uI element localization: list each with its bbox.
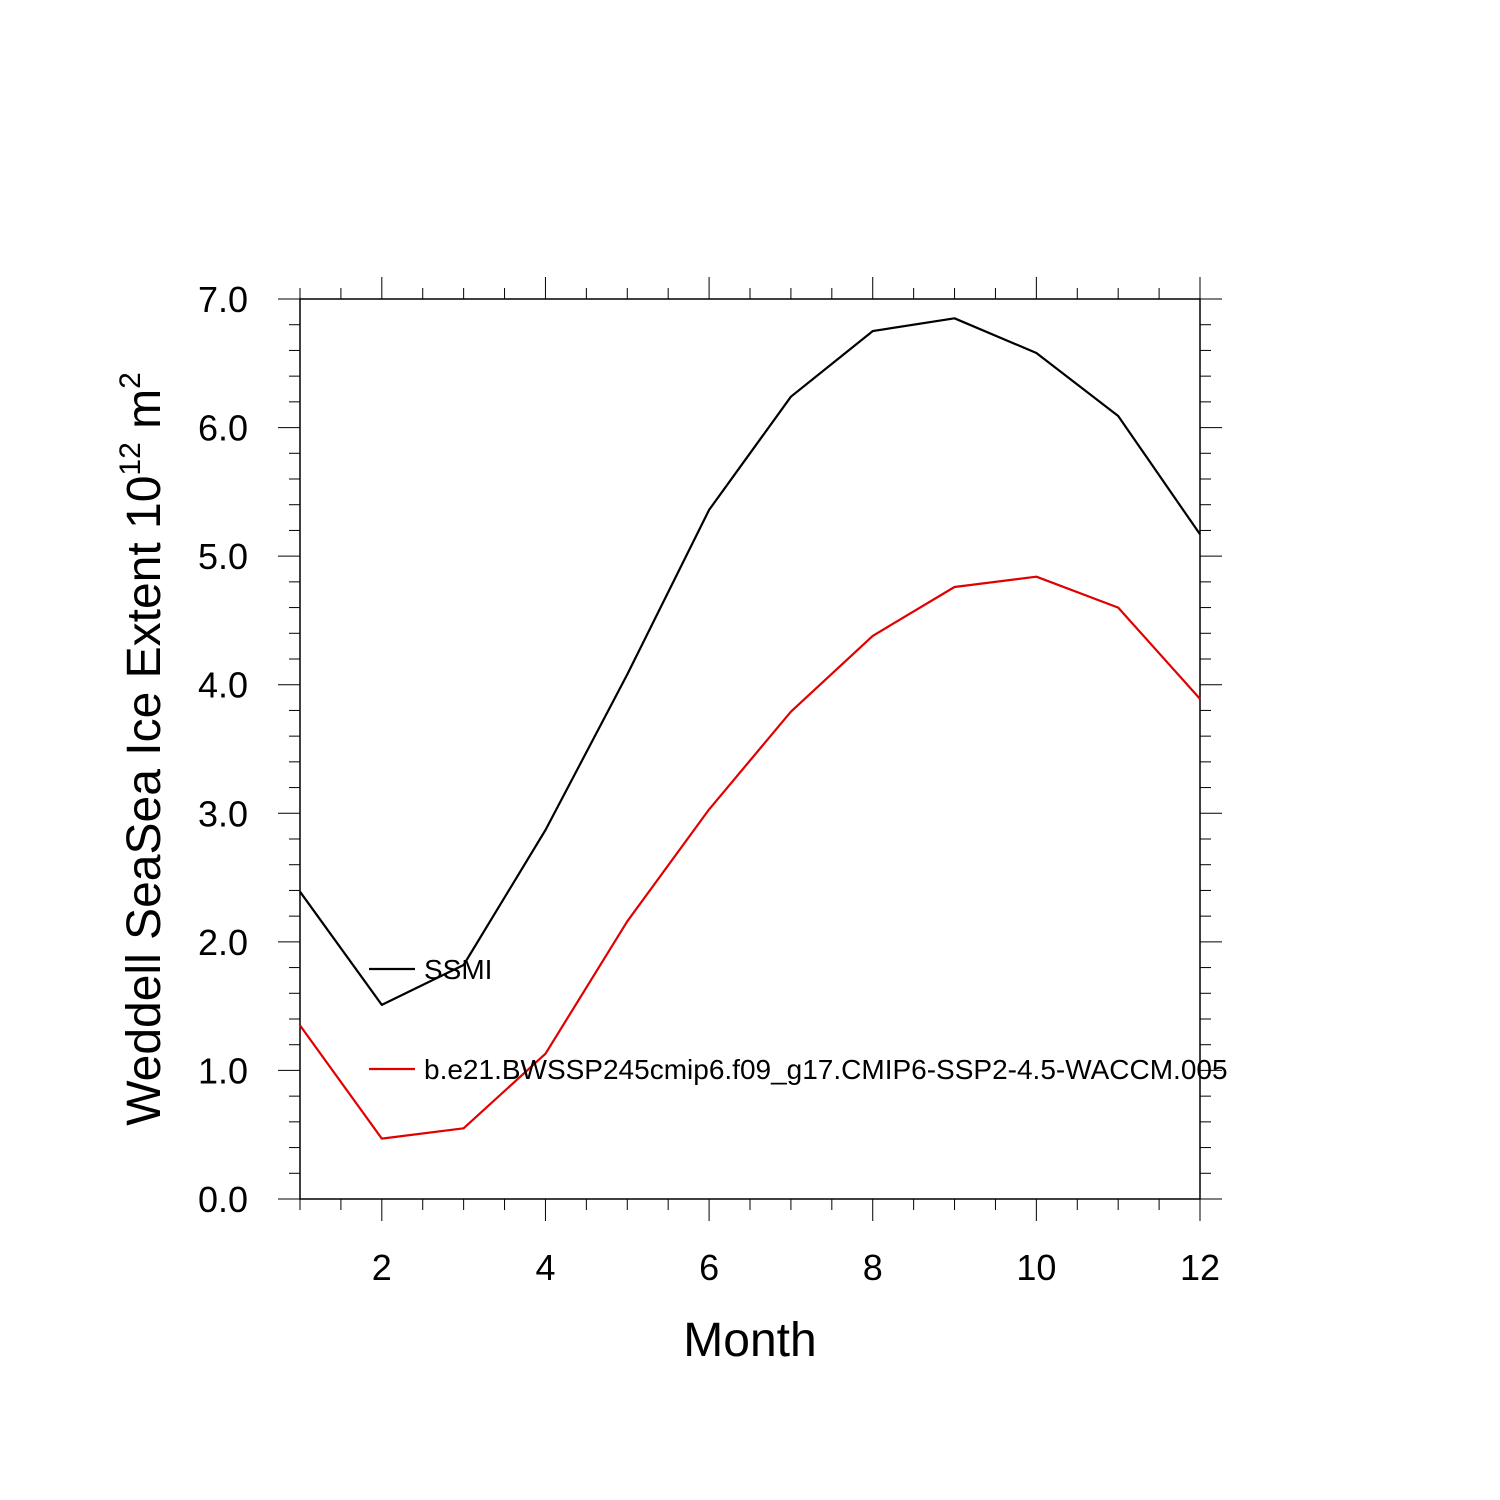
legend-label-2: b.e21.BWSSP245cmip6.f09_g17.CMIP6-SSP2-4… <box>424 1054 1228 1085</box>
y-axis-title-unit: m <box>118 389 171 442</box>
series-lines <box>299 317 1201 1140</box>
series-line-1 <box>299 317 1201 1007</box>
legend-label-1: SSMI <box>424 954 492 985</box>
y-axis-title: Weddell SeaSea Ice Extent 1012 m2 <box>114 372 171 1126</box>
x-tick-label: 2 <box>372 1247 392 1288</box>
x-tick-label: 8 <box>863 1247 883 1288</box>
y-tick-label: 1.0 <box>198 1050 248 1091</box>
x-axis-title: Month <box>683 1314 816 1367</box>
y-axis-title-exponent-2: 2 <box>114 372 147 389</box>
series-line-2 <box>299 575 1201 1140</box>
y-tick-label: 5.0 <box>198 536 248 577</box>
y-tick-label: 0.0 <box>198 1179 248 1220</box>
axis-ticks <box>278 277 1222 1221</box>
y-tick-label: 6.0 <box>198 408 248 449</box>
x-tick-label: 12 <box>1180 1247 1220 1288</box>
plot-frame <box>299 298 1201 1200</box>
legend: SSMI b.e21.BWSSP245cmip6.f09_g17.CMIP6-SS… <box>369 954 1228 1085</box>
y-axis-title-main: Weddell SeaSea Ice Extent 10 <box>118 476 171 1126</box>
tick-labels: 2 4 6 8 10 12 0.0 1.0 2.0 3.0 4.0 5.0 6.0 7.0 <box>198 279 1220 1288</box>
x-tick-label: 10 <box>1016 1247 1056 1288</box>
y-tick-label: 4.0 <box>198 665 248 706</box>
y-tick-label: 2.0 <box>198 922 248 963</box>
x-tick-label: 4 <box>535 1247 555 1288</box>
y-tick-label: 3.0 <box>198 793 248 834</box>
y-tick-label: 7.0 <box>198 279 248 320</box>
y-axis-title-exponent-1: 12 <box>114 442 147 475</box>
x-tick-label: 6 <box>699 1247 719 1288</box>
